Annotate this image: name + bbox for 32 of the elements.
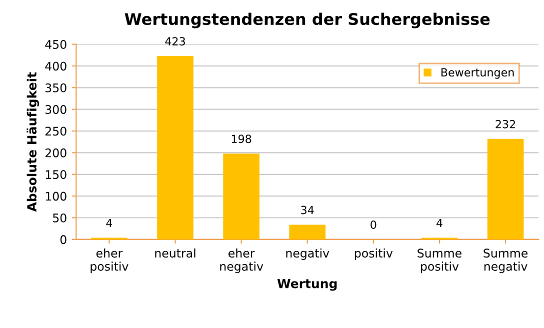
y-tick-label: 400 — [45, 62, 66, 71]
y-tick-label: 200 — [45, 148, 66, 158]
y-tick-label: 50 — [53, 213, 66, 222]
x-tick-label: negativ — [286, 248, 330, 260]
y-tick-label: 450 — [45, 40, 66, 49]
x-tick-label: eher negativ — [220, 248, 264, 274]
data-label: 4 — [436, 218, 442, 228]
x-tick-label: positiv — [354, 248, 393, 260]
bar — [223, 154, 260, 240]
bar — [157, 56, 194, 240]
x-tick-label: neutral — [155, 248, 196, 258]
x-tick-label: Summe negativ — [484, 248, 528, 274]
chart-title: Wertungstendenzen der Suchergebnisse — [124, 12, 490, 28]
legend-label: Bewertungen — [441, 68, 514, 79]
y-tick-label: 350 — [46, 83, 66, 92]
y-axis-title: Absolute Häufigkeit — [26, 72, 40, 212]
bar — [289, 224, 326, 240]
y-tick-label: 150 — [46, 170, 66, 180]
y-tick-label: 300 — [46, 105, 66, 114]
x-axis-title: Wertung — [277, 278, 337, 291]
data-label: 0 — [370, 220, 376, 229]
x-tick-label: eher positiv — [90, 248, 128, 274]
y-tick-label: 250 — [45, 126, 66, 136]
data-label: 423 — [165, 37, 185, 46]
y-tick-label: 0 — [60, 235, 66, 244]
data-label: 34 — [301, 206, 314, 214]
data-label: 198 — [232, 134, 252, 144]
data-label: 232 — [496, 120, 516, 128]
x-tick-label: Summe positiv — [418, 248, 462, 274]
data-label: 4 — [106, 218, 112, 228]
y-tick-label: 100 — [46, 192, 66, 201]
bar — [487, 138, 524, 240]
